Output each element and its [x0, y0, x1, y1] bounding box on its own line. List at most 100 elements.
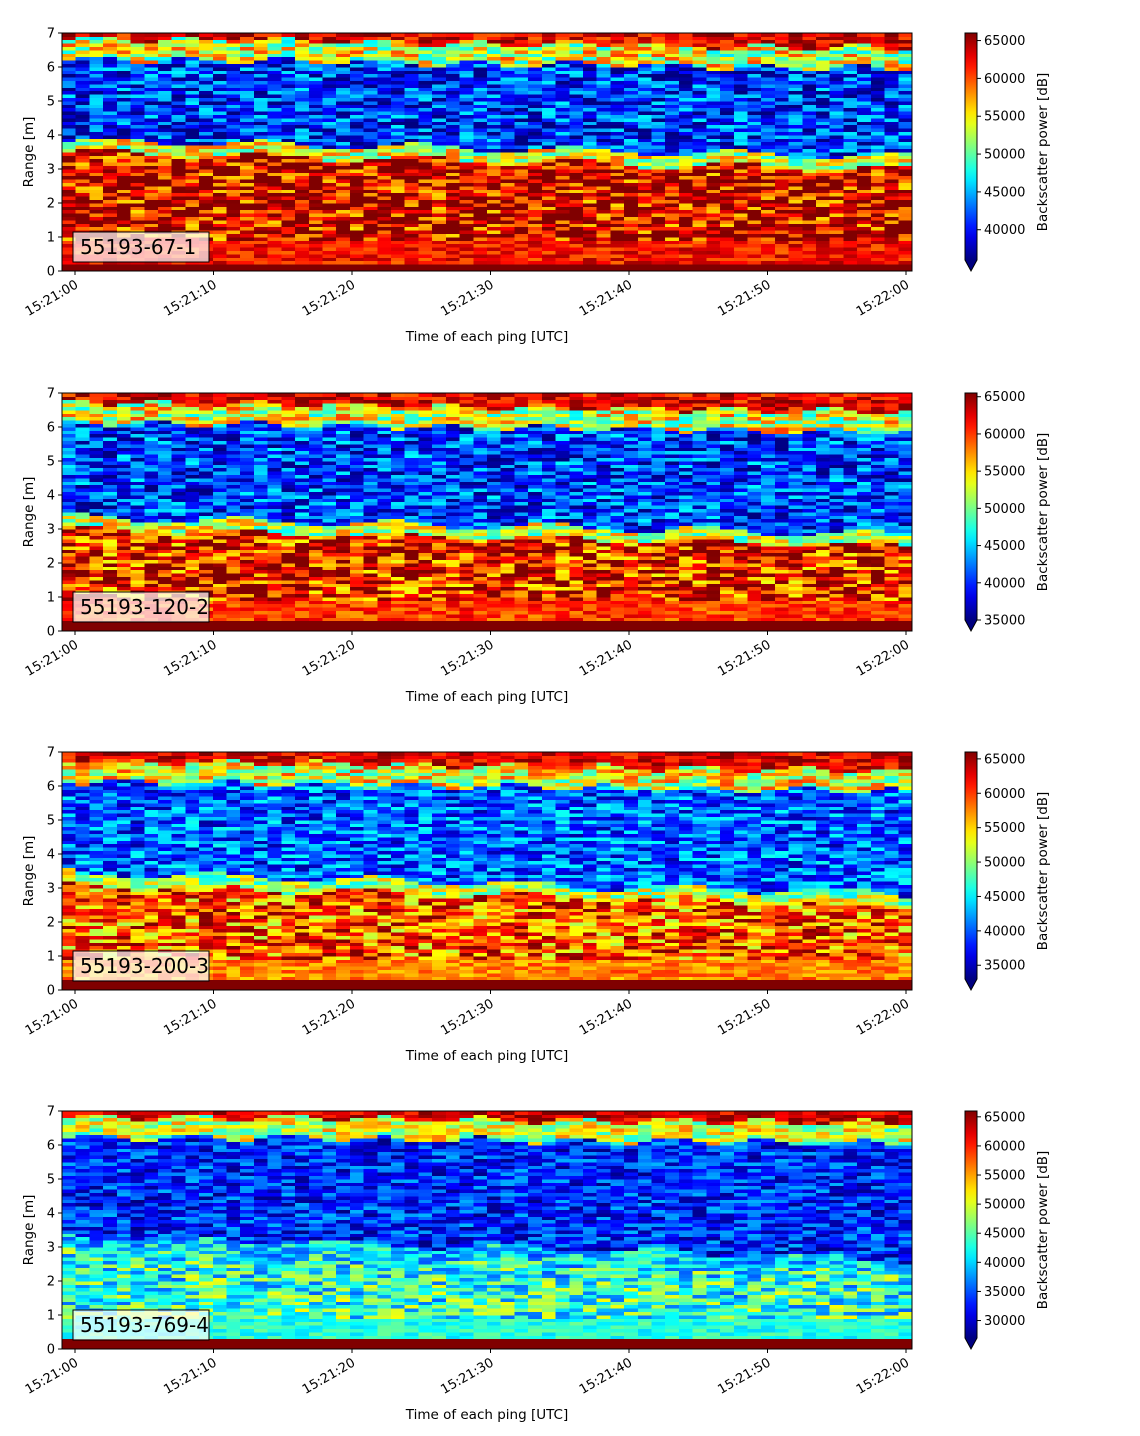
heatmap-cell: [226, 50, 241, 54]
heatmap-cell: [610, 175, 625, 180]
heatmap-cell: [391, 158, 406, 163]
heatmap-cell: [582, 196, 598, 200]
heatmap-cell: [706, 155, 721, 160]
heatmap-cell: [500, 267, 515, 272]
heatmap-cell: [363, 77, 378, 81]
heatmap-cell: [733, 240, 748, 245]
heatmap-cell: [747, 182, 762, 187]
heatmap-cell: [418, 111, 433, 115]
heatmap-cell: [678, 43, 694, 47]
heatmap-cell: [500, 39, 515, 44]
heatmap-cell: [103, 158, 118, 163]
heatmap-cell: [445, 87, 460, 92]
heatmap-cell: [116, 586, 131, 591]
heatmap-cell: [116, 186, 131, 190]
heatmap-cell: [363, 179, 378, 183]
heatmap-cell: [473, 237, 488, 241]
heatmap-cell: [898, 175, 913, 180]
heatmap-cell: [802, 128, 817, 132]
heatmap-cell: [75, 549, 90, 554]
heatmap-cell: [418, 203, 433, 207]
heatmap-cell: [116, 559, 131, 564]
heatmap-cell: [363, 260, 378, 265]
heatmap-cell: [514, 250, 529, 255]
heatmap-cell: [226, 90, 241, 95]
heatmap-cell: [637, 101, 652, 105]
heatmap-cell: [487, 111, 502, 115]
heatmap-cell: [459, 104, 474, 109]
heatmap-cell: [747, 213, 762, 217]
heatmap-cell: [253, 257, 269, 262]
heatmap-cell: [665, 216, 680, 221]
heatmap-cell: [144, 481, 159, 486]
heatmap-cell: [733, 223, 748, 228]
heatmap-cell: [651, 152, 666, 156]
heatmap-cell: [185, 131, 200, 136]
heatmap-cell: [541, 50, 556, 54]
heatmap-cell: [774, 240, 790, 245]
heatmap-cell: [624, 67, 639, 71]
heatmap-cell: [391, 118, 406, 122]
heatmap-cell: [144, 515, 159, 520]
heatmap-cell: [761, 114, 776, 119]
heatmap-cell: [62, 128, 77, 132]
heatmap-cell: [624, 199, 639, 204]
heatmap-cell: [404, 220, 419, 224]
heatmap-cell: [432, 53, 447, 58]
heatmap-cell: [884, 53, 899, 58]
heatmap-cell: [870, 60, 885, 64]
heatmap-cell: [116, 53, 131, 58]
heatmap-cell: [349, 240, 365, 245]
heatmap-cell: [857, 101, 872, 105]
heatmap-cell: [637, 179, 652, 183]
heatmap-cell: [199, 226, 214, 231]
heatmap-cell: [610, 182, 625, 187]
heatmap-cell: [336, 223, 351, 228]
heatmap-cell: [308, 63, 323, 68]
heatmap-cell: [363, 114, 378, 119]
heatmap-cell: [898, 199, 913, 204]
heatmap-cell: [349, 237, 365, 241]
heatmap-cell: [157, 420, 173, 424]
heatmap-cell: [281, 213, 296, 217]
heatmap-cell: [898, 216, 913, 221]
heatmap-cell: [377, 43, 392, 47]
heatmap-cell: [267, 216, 282, 221]
heatmap-cell: [157, 87, 173, 92]
heatmap-cell: [829, 107, 844, 112]
heatmap-cell: [473, 39, 488, 44]
heatmap-cell: [720, 90, 735, 95]
heatmap-cell: [267, 152, 282, 156]
heatmap-cell: [514, 56, 529, 61]
heatmap-cell: [473, 124, 488, 129]
heatmap-cell: [377, 260, 392, 265]
heatmap-cell: [322, 36, 337, 41]
heatmap-cell: [130, 532, 145, 537]
heatmap-cell: [404, 36, 419, 41]
heatmap-cell: [829, 186, 844, 190]
heatmap-cell: [624, 175, 639, 180]
heatmap-cell: [500, 70, 515, 75]
heatmap-cell: [281, 237, 296, 241]
heatmap-cell: [898, 254, 913, 258]
heatmap-cell: [884, 196, 899, 200]
heatmap-cell: [857, 206, 872, 211]
heatmap-cell: [870, 43, 885, 47]
heatmap-cell: [171, 118, 186, 122]
heatmap-cell: [665, 223, 680, 228]
heatmap-cell: [103, 583, 118, 588]
heatmap-cell: [761, 175, 776, 180]
heatmap-cell: [281, 67, 296, 71]
heatmap-cell: [391, 33, 406, 37]
heatmap-cell: [610, 104, 625, 109]
heatmap-cell: [226, 203, 241, 207]
heatmap-cell: [487, 60, 502, 64]
heatmap-cell: [541, 152, 556, 156]
heatmap-cell: [157, 124, 173, 129]
panel-label-box: [72, 231, 210, 263]
heatmap-cell: [62, 145, 77, 149]
heatmap-cell: [514, 247, 529, 251]
heatmap-cell: [802, 213, 817, 217]
heatmap-cell: [240, 73, 255, 78]
colorbar: 400004500050000550006000065000Backscatte…: [964, 32, 1051, 273]
